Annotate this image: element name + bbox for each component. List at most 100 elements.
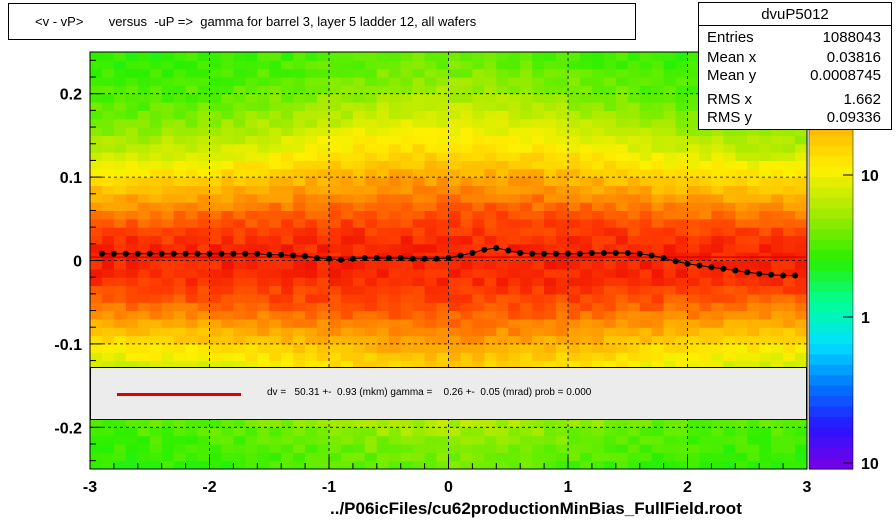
heatmap-cell: [711, 227, 724, 237]
heatmap-cell: [627, 360, 641, 370]
heatmap-cell: [412, 168, 426, 178]
heatmap-cell: [209, 460, 223, 469]
heatmap-cell: [364, 243, 378, 253]
heatmap-cell: [185, 435, 199, 445]
heatmap-cell: [699, 435, 712, 445]
heatmap-cell: [281, 243, 294, 253]
heatmap-cell: [125, 68, 139, 78]
heatmap-cell: [663, 343, 677, 353]
heatmap-cell: [269, 360, 282, 370]
heatmap-cell: [591, 277, 605, 287]
heatmap-cell: [329, 235, 342, 245]
heatmap-cell: [579, 418, 593, 428]
heatmap-cell: [651, 335, 665, 345]
heatmap-cell: [305, 318, 318, 328]
heatmap-cell: [771, 435, 784, 445]
heatmap-cell: [90, 60, 103, 70]
heatmap-cell: [627, 93, 641, 103]
heatmap-cell: [687, 77, 701, 86]
heatmap-cell: [687, 60, 701, 70]
heatmap-cell: [663, 310, 677, 320]
heatmap-cell: [340, 327, 354, 337]
color-scale-step: [809, 145, 853, 157]
heatmap-cell: [603, 452, 617, 462]
profile-point: [122, 250, 129, 257]
heatmap-cell: [101, 268, 115, 278]
heatmap-cell: [532, 227, 545, 237]
heatmap-cell: [197, 460, 211, 469]
heatmap-cell: [185, 460, 199, 469]
heatmap-cell: [436, 135, 450, 145]
heatmap-cell: [400, 210, 414, 220]
profile-point: [254, 250, 261, 257]
heatmap-cell: [783, 327, 796, 337]
heatmap-cell: [352, 202, 366, 212]
heatmap-cell: [329, 277, 342, 287]
heatmap-cell: [627, 285, 641, 295]
heatmap-cell: [651, 435, 665, 445]
heatmap-cell: [568, 327, 581, 337]
heatmap-cell: [544, 352, 557, 362]
heatmap-cell: [364, 202, 378, 212]
heatmap-cell: [305, 60, 318, 70]
heatmap-cell: [352, 268, 366, 278]
x-tick-label: 2: [683, 479, 692, 496]
heatmap-cell: [639, 60, 653, 70]
profile-point: [290, 252, 297, 259]
heatmap-cell: [472, 185, 485, 195]
heatmap-cell: [185, 135, 199, 145]
heatmap-cell: [603, 343, 617, 353]
heatmap-cell: [400, 260, 414, 270]
heatmap-cell: [675, 360, 689, 370]
heatmap-cell: [400, 77, 414, 86]
heatmap-cell: [687, 293, 701, 303]
heatmap-cell: [317, 443, 330, 453]
heatmap-cell: [137, 218, 151, 228]
heatmap-cell: [352, 68, 366, 78]
heatmap-cell: [568, 285, 581, 295]
heatmap-cell: [424, 218, 438, 228]
heatmap-cell: [101, 435, 115, 445]
heatmap-cell: [472, 318, 485, 328]
heatmap-cell: [149, 93, 163, 103]
heatmap-cell: [472, 452, 485, 462]
heatmap-cell: [400, 52, 414, 61]
heatmap-cell: [317, 427, 330, 437]
heatmap-cell: [388, 243, 402, 253]
heatmap-cell: [221, 318, 234, 328]
heatmap-cell: [735, 293, 748, 303]
heatmap-cell: [687, 335, 701, 345]
profile-point: [553, 250, 559, 257]
heatmap-cell: [305, 418, 318, 428]
heatmap-cell: [460, 452, 473, 462]
heatmap-cell: [448, 135, 462, 145]
heatmap-cell: [173, 135, 187, 145]
heatmap-cell: [245, 343, 258, 353]
heatmap-cell: [699, 418, 712, 428]
heatmap-cell: [496, 185, 509, 195]
heatmap-cell: [352, 293, 366, 303]
heatmap-cell: [675, 227, 689, 237]
profile-point: [768, 271, 775, 278]
heatmap-cell: [412, 327, 426, 337]
heatmap-cell: [281, 193, 294, 203]
heatmap-cell: [388, 218, 402, 228]
heatmap-cell: [496, 127, 509, 136]
heatmap-cell: [424, 277, 438, 287]
color-scale-label: 10: [861, 168, 879, 185]
heatmap-cell: [795, 427, 807, 437]
heatmap-cell: [663, 293, 677, 303]
heatmap-cell: [424, 343, 438, 353]
heatmap-cell: [675, 85, 689, 95]
heatmap-cell: [771, 343, 784, 353]
heatmap-cell: [412, 118, 426, 128]
heatmap-cell: [221, 118, 234, 128]
heatmap-cell: [544, 60, 557, 70]
heatmap-cell: [221, 160, 234, 170]
heatmap-cell: [329, 110, 342, 120]
heatmap-cell: [125, 60, 139, 70]
heatmap-cell: [221, 68, 234, 78]
heatmap-cell: [424, 302, 438, 312]
heatmap-cell: [209, 452, 223, 462]
heatmap-cell: [735, 277, 748, 287]
